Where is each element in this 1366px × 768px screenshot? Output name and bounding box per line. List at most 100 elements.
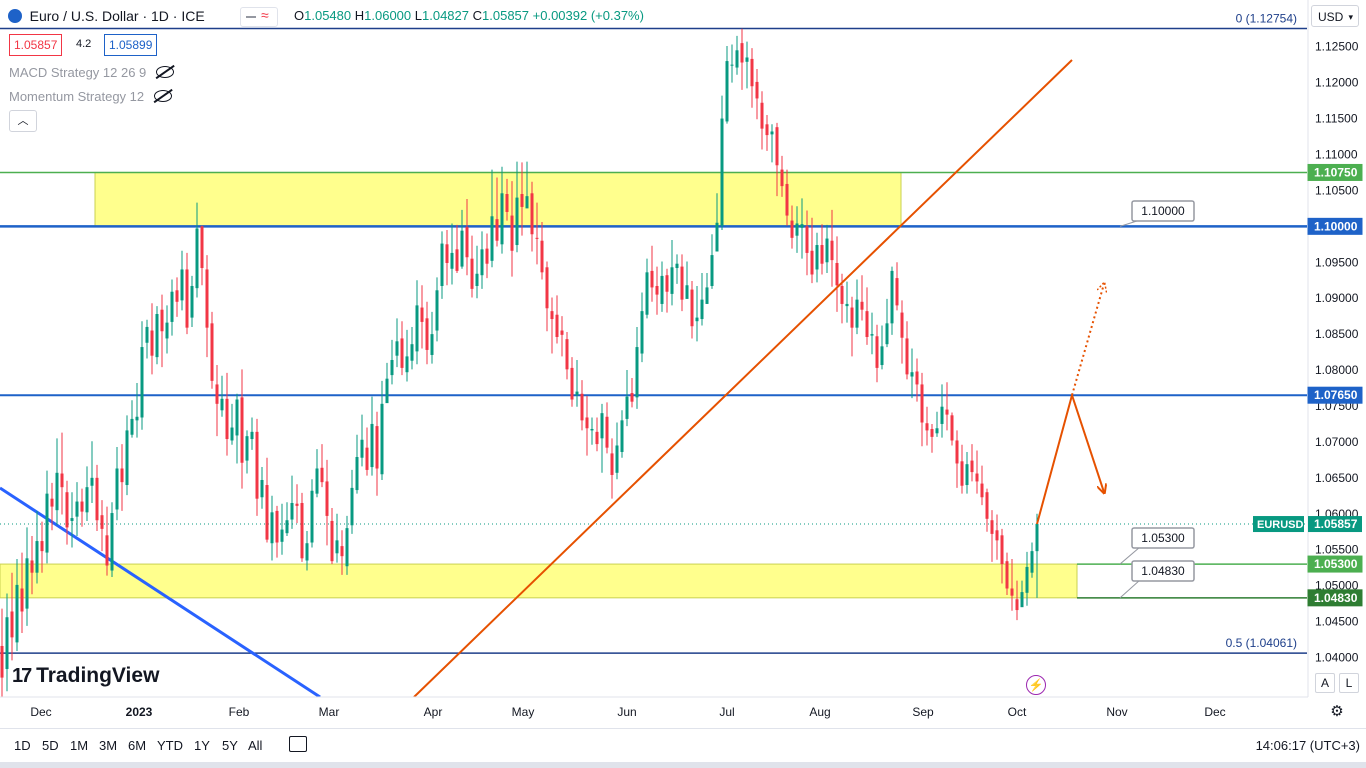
- candle: [555, 295, 559, 344]
- candle-body: [565, 339, 569, 370]
- candle: [415, 280, 419, 365]
- candle-body: [910, 372, 914, 377]
- candle: [540, 222, 544, 280]
- candle: [740, 28, 744, 90]
- currency-select[interactable]: USD ▾: [1311, 5, 1359, 27]
- candle: [585, 395, 589, 456]
- timeframe-5y[interactable]: 5Y: [222, 738, 238, 753]
- timeframe-5d[interactable]: 5D: [42, 738, 59, 753]
- candle: [90, 441, 94, 503]
- candle-body: [560, 330, 564, 335]
- candle: [720, 95, 724, 230]
- fib-0-label: 0 (1.12754): [1236, 11, 1297, 25]
- candle-body: [995, 530, 999, 541]
- eye-off-icon[interactable]: [155, 64, 175, 79]
- candle-body: [170, 291, 174, 322]
- price-chart[interactable]: 1.10000 1.05300 1.04830 1.12500 1.12000 1.11…: [0, 0, 1366, 728]
- candle-body: [430, 334, 434, 355]
- axis-badge-107650-bg: [1307, 386, 1363, 404]
- event-lightning-icon[interactable]: ⚡: [1026, 675, 1046, 695]
- callout-box: [1131, 527, 1195, 549]
- candle-body: [685, 285, 689, 299]
- price-axis-bg: [1308, 0, 1366, 728]
- candle-body: [925, 423, 929, 431]
- candle: [220, 375, 224, 417]
- candle-body: [405, 356, 409, 373]
- compare-toggle[interactable]: ≈: [240, 7, 278, 27]
- candle-body: [975, 473, 979, 482]
- timeframe-1m[interactable]: 1M: [70, 738, 89, 753]
- timeframe-3m[interactable]: 3M: [99, 738, 118, 753]
- candle: [195, 202, 199, 298]
- candle-body: [540, 240, 544, 273]
- axis-badge-110000-text: 1.10000: [1314, 219, 1358, 233]
- eye-off-icon[interactable]: [153, 88, 173, 103]
- candle-body: [45, 493, 49, 553]
- axis-badge-105300-text: 1.05300: [1314, 557, 1358, 571]
- symbol-header[interactable]: Euro / U.S. Dollar · 1D · ICE: [8, 8, 205, 24]
- candle-body: [695, 317, 699, 322]
- timeframe-ytd[interactable]: YTD: [157, 738, 183, 753]
- candle: [640, 292, 644, 363]
- candle: [685, 261, 689, 299]
- candle: [480, 231, 484, 289]
- candle-body: [650, 270, 654, 288]
- candle: [85, 466, 89, 521]
- candle: [655, 266, 659, 315]
- candle-body: [165, 322, 169, 339]
- candle-body: [920, 384, 924, 423]
- candle: [610, 438, 614, 499]
- logo-text: TradingView: [36, 664, 160, 687]
- time-tick: Feb: [229, 705, 250, 719]
- candle-body: [215, 384, 219, 404]
- candle: [50, 482, 54, 531]
- indicator-macd[interactable]: MACD Strategy 12 26 9: [9, 64, 175, 80]
- candle: [125, 415, 129, 496]
- support-zone: [0, 563, 1078, 599]
- candle-body: [1030, 551, 1034, 573]
- candle: [995, 514, 999, 560]
- timeframe-1d[interactable]: 1D: [14, 738, 31, 753]
- candle: [525, 161, 529, 209]
- candle: [980, 465, 984, 506]
- timeframe-all[interactable]: All: [248, 738, 263, 753]
- candle: [175, 277, 179, 317]
- sell-price-button[interactable]: 1.05857: [9, 34, 63, 56]
- callout-box: [1131, 560, 1195, 582]
- buy-price-button[interactable]: 1.05899: [104, 34, 158, 56]
- candle-body: [815, 245, 819, 270]
- log-scale-button[interactable]: L: [1339, 673, 1359, 693]
- candle-body: [545, 267, 549, 309]
- candle-body: [365, 447, 369, 470]
- candle: [170, 279, 174, 336]
- candle-body: [260, 479, 264, 498]
- spread-value: 4.2: [76, 38, 92, 50]
- candle: [400, 321, 404, 376]
- candle: [450, 223, 454, 285]
- candle: [850, 296, 854, 357]
- collapse-indicators-button[interactable]: ︿: [9, 110, 37, 132]
- candle-body: [945, 409, 949, 415]
- timeframe-1y[interactable]: 1Y: [194, 738, 210, 753]
- candle: [765, 114, 769, 151]
- candle-body: [70, 518, 74, 521]
- candle-body: [465, 227, 469, 258]
- candle: [970, 444, 974, 482]
- candle-body: [680, 266, 684, 300]
- timeframe-6m[interactable]: 6M: [128, 738, 147, 753]
- candle: [300, 492, 304, 562]
- candle: [935, 411, 939, 437]
- candle: [10, 572, 14, 661]
- candle: [95, 464, 99, 532]
- candle-body: [415, 305, 419, 352]
- calendar-range-icon[interactable]: [289, 736, 307, 752]
- settings-gear-icon[interactable]: ⚙: [1330, 703, 1344, 720]
- indicator-momentum[interactable]: Momentum Strategy 12: [9, 88, 173, 104]
- candle: [785, 169, 789, 226]
- candle: [545, 261, 549, 332]
- candle: [890, 266, 894, 335]
- candle: [265, 457, 269, 543]
- auto-scale-button[interactable]: A: [1315, 673, 1335, 693]
- time-tick: 2023: [126, 705, 153, 719]
- candle-body: [120, 468, 124, 483]
